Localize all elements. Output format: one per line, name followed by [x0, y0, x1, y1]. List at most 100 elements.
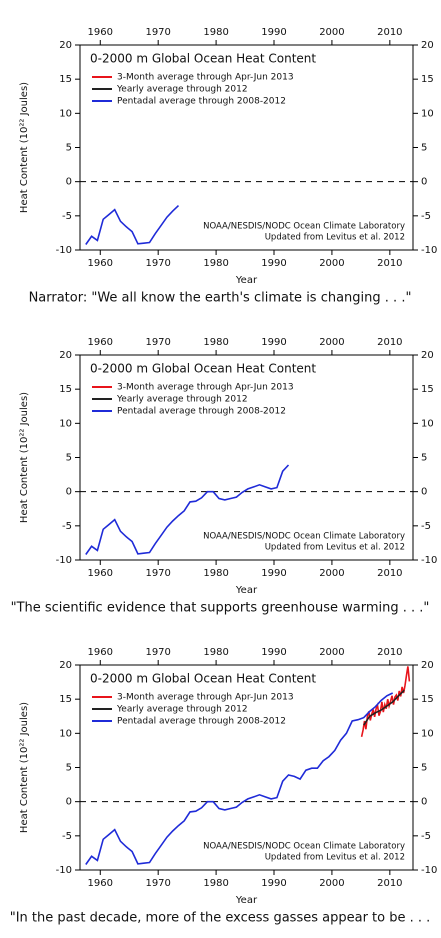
credit: NOAA/NESDIS/NODC Ocean Climate Laborator… — [203, 532, 405, 542]
y-tick-label: 10 — [59, 418, 72, 429]
credit: Updated from Levitus et al. 2012 — [265, 853, 405, 863]
y-tick-label: -5 — [421, 211, 431, 222]
caption: "The scientific evidence that supports g… — [11, 601, 430, 616]
chart-title: 0-2000 m Global Ocean Heat Content — [90, 672, 316, 686]
x-tick-label: 1980 — [203, 647, 228, 658]
legend-label: Yearly average through 2012 — [116, 85, 248, 95]
series-line — [363, 689, 405, 726]
y-tick-label: 15 — [421, 694, 434, 705]
legend-label: Yearly average through 2012 — [116, 705, 248, 715]
caption: "In the past decade, more of the excess … — [10, 911, 431, 926]
y-tick-label: 5 — [421, 763, 427, 774]
x-tick-label: 1970 — [145, 337, 170, 348]
y-tick-label: -5 — [421, 521, 431, 532]
y-tick-label: -10 — [421, 865, 437, 876]
x-tick-label: 2010 — [377, 568, 402, 579]
credit: Updated from Levitus et al. 2012 — [265, 233, 405, 243]
legend-label: 3-Month average through Apr-Jun 2013 — [117, 383, 294, 393]
y-tick-label: -5 — [421, 831, 431, 842]
x-tick-label: 2010 — [377, 878, 402, 889]
x-tick-label: 2010 — [377, 258, 402, 269]
series-line — [360, 666, 411, 737]
x-tick-label: 2010 — [377, 27, 402, 38]
y-tick-label: -10 — [421, 245, 437, 256]
legend-label: 3-Month average through Apr-Jun 2013 — [117, 73, 294, 83]
y-tick-label: 5 — [66, 143, 72, 154]
x-tick-label: 1980 — [203, 258, 228, 269]
y-tick-label: 20 — [59, 40, 72, 51]
series-line — [85, 205, 180, 245]
x-axis-label: Year — [235, 585, 258, 596]
caption: Narrator: "We all know the earth's clima… — [29, 291, 412, 306]
y-tick-label: 0 — [66, 177, 72, 188]
y-tick-label: 20 — [59, 350, 72, 361]
legend-label: Pentadal average through 2008-2012 — [117, 407, 286, 417]
y-tick-label: 0 — [66, 487, 72, 498]
x-tick-label: 1980 — [203, 878, 228, 889]
x-tick-label: 2000 — [319, 337, 344, 348]
x-tick-label: 1960 — [88, 647, 113, 658]
x-tick-label: 1960 — [88, 337, 113, 348]
series-line — [85, 464, 290, 555]
chart-title: 0-2000 m Global Ocean Heat Content — [90, 52, 316, 66]
x-tick-label: 1990 — [261, 878, 286, 889]
legend-label: 3-Month average through Apr-Jun 2013 — [117, 693, 294, 703]
y-tick-label: 15 — [59, 74, 72, 85]
legend-label: Pentadal average through 2008-2012 — [117, 717, 286, 727]
y-tick-label: 15 — [59, 694, 72, 705]
x-tick-label: 2000 — [319, 258, 344, 269]
x-tick-label: 1980 — [203, 568, 228, 579]
x-tick-label: 1990 — [261, 27, 286, 38]
y-tick-label: -5 — [62, 831, 72, 842]
y-axis-label: Heat Content (10²² Joules) — [19, 392, 30, 523]
x-tick-label: 1990 — [261, 337, 286, 348]
credit: NOAA/NESDIS/NODC Ocean Climate Laborator… — [203, 222, 405, 232]
y-tick-label: 5 — [421, 143, 427, 154]
y-tick-label: 15 — [421, 74, 434, 85]
x-tick-label: 1970 — [145, 27, 170, 38]
x-tick-label: 1970 — [145, 878, 170, 889]
y-tick-label: 5 — [66, 453, 72, 464]
y-tick-label: 15 — [59, 384, 72, 395]
y-tick-label: 5 — [421, 453, 427, 464]
x-axis-label: Year — [235, 275, 258, 286]
x-tick-label: 1970 — [145, 258, 170, 269]
credit: Updated from Levitus et al. 2012 — [265, 543, 405, 553]
x-tick-label: 2000 — [319, 878, 344, 889]
legend-label: Pentadal average through 2008-2012 — [117, 97, 286, 107]
x-tick-label: 1960 — [88, 258, 113, 269]
y-tick-label: 10 — [421, 418, 434, 429]
y-tick-label: 10 — [59, 728, 72, 739]
y-tick-label: -10 — [421, 555, 437, 566]
series-line — [85, 692, 394, 865]
y-tick-label: 20 — [59, 660, 72, 671]
y-tick-label: 5 — [66, 763, 72, 774]
x-tick-label: 2000 — [319, 647, 344, 658]
x-tick-label: 1990 — [261, 568, 286, 579]
y-tick-label: 20 — [421, 40, 434, 51]
x-tick-label: 1990 — [261, 647, 286, 658]
x-tick-label: 1990 — [261, 258, 286, 269]
y-tick-label: 0 — [66, 797, 72, 808]
y-tick-label: 15 — [421, 384, 434, 395]
y-tick-label: 0 — [421, 177, 427, 188]
y-axis-label: Heat Content (10²² Joules) — [19, 82, 30, 213]
y-tick-label: -10 — [56, 245, 72, 256]
x-tick-label: 1960 — [88, 568, 113, 579]
x-tick-label: 1960 — [88, 27, 113, 38]
y-tick-label: -10 — [56, 865, 72, 876]
y-tick-label: 10 — [59, 108, 72, 119]
chart-title: 0-2000 m Global Ocean Heat Content — [90, 362, 316, 376]
x-tick-label: 1970 — [145, 647, 170, 658]
legend-label: Yearly average through 2012 — [116, 395, 248, 405]
x-tick-label: 2010 — [377, 647, 402, 658]
y-tick-label: 0 — [421, 487, 427, 498]
y-tick-label: -5 — [62, 211, 72, 222]
y-tick-label: -5 — [62, 521, 72, 532]
y-tick-label: 0 — [421, 797, 427, 808]
x-tick-label: 2000 — [319, 568, 344, 579]
x-tick-label: 1960 — [88, 878, 113, 889]
x-tick-label: 1980 — [203, 337, 228, 348]
